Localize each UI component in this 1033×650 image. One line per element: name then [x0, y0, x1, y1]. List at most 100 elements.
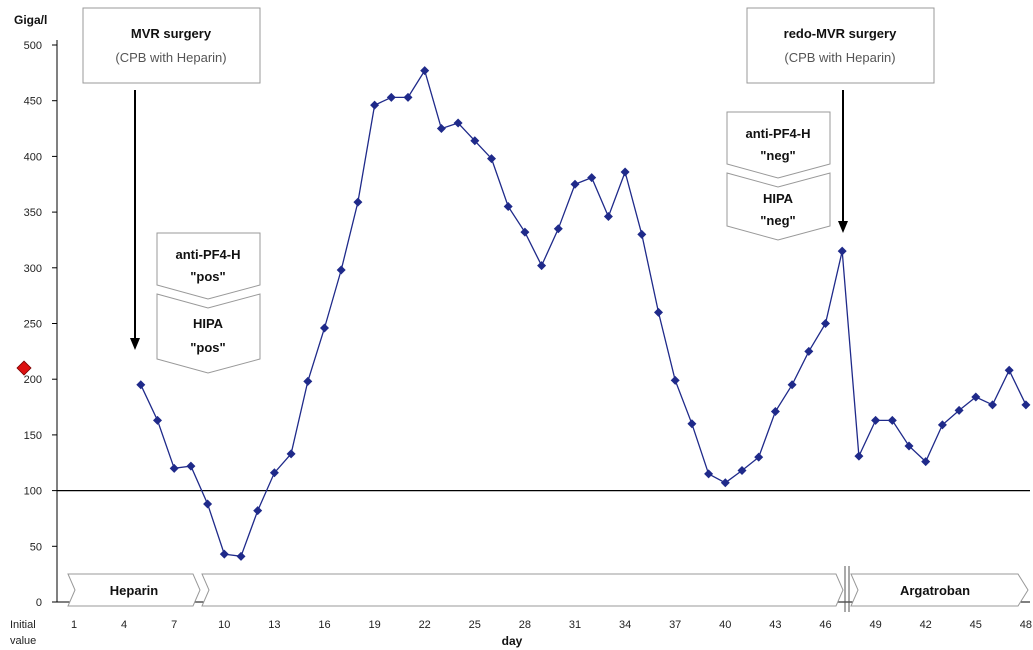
data-point-24 — [537, 261, 547, 271]
data-point-25 — [553, 224, 563, 234]
data-point-29 — [620, 167, 630, 177]
data-point-45 — [887, 415, 897, 425]
test-label-neg: anti-PF4-H "neg" HIPA "neg" — [726, 111, 831, 241]
x-tick-label-13: 40 — [719, 619, 731, 631]
test-label-pos: anti-PF4-H "pos" HIPA "pos" — [156, 232, 261, 374]
therapy-bar-heparin: Heparin — [67, 573, 201, 607]
data-point-34 — [704, 469, 714, 479]
annotation-redo-arrowhead — [838, 221, 848, 233]
y-tick-label-50: 50 — [30, 541, 42, 553]
data-point-26 — [570, 179, 580, 189]
data-point-39 — [787, 380, 797, 390]
data-point-17 — [420, 66, 430, 76]
x-tick-label-19: 48 — [1020, 619, 1032, 631]
x-tick-label-1: 4 — [121, 619, 127, 631]
x-tick-label-9: 28 — [519, 619, 531, 631]
data-point-14 — [370, 100, 380, 110]
y-tick-label-350: 350 — [24, 207, 42, 219]
x-tick-label-8: 25 — [469, 619, 481, 631]
test-pos-lower-shape — [156, 293, 261, 374]
therapy-heparin-label: Heparin — [110, 583, 158, 598]
data-point-31 — [654, 307, 663, 317]
data-point-46 — [904, 441, 914, 451]
y-tick-label-100: 100 — [24, 486, 42, 498]
data-point-10 — [303, 376, 313, 386]
annotation-redo-subtitle: (CPB with Heparin) — [784, 50, 895, 65]
test-pos-line1: anti-PF4-H — [176, 247, 241, 262]
x-tick-label-7: 22 — [419, 619, 431, 631]
x-tick-label-17: 42 — [920, 619, 932, 631]
data-point-21 — [487, 154, 496, 164]
therapy-bar-argatroban: Argatroban — [850, 573, 1029, 607]
x-tick-label-2: 7 — [171, 619, 177, 631]
initial-value-marker-group — [16, 360, 32, 376]
annotation-redo-title: redo-MVR surgery — [784, 26, 897, 41]
y-tick-label-500: 500 — [24, 40, 42, 52]
therapy-argatroban-label: Argatroban — [900, 583, 970, 598]
data-point-7 — [253, 506, 263, 516]
x-tick-label-3: 10 — [218, 619, 230, 631]
x-tick-label-15: 46 — [819, 619, 831, 631]
x-axis-title: day — [502, 634, 523, 648]
x-tick-label-10: 31 — [569, 619, 581, 631]
data-point-18 — [436, 124, 446, 134]
data-point-37 — [754, 452, 764, 462]
therapy-heparin-shape — [67, 573, 201, 607]
data-point-28 — [603, 212, 613, 222]
series-line — [140, 69, 1027, 558]
data-point-53 — [1021, 400, 1031, 410]
data-point-51 — [988, 400, 997, 410]
data-point-36 — [737, 466, 747, 476]
x-tick-label-6: 19 — [368, 619, 380, 631]
test-neg-upper-shape — [726, 111, 831, 179]
test-neg-line3: HIPA — [763, 191, 794, 206]
test-pos-line3: HIPA — [193, 316, 224, 331]
y-tick-label-300: 300 — [24, 263, 42, 275]
annotation-mvr-arrowhead — [130, 338, 140, 350]
data-point-9 — [286, 449, 296, 459]
data-point-48 — [937, 420, 947, 430]
data-point-35 — [720, 478, 730, 488]
x-tick-label-18: 45 — [970, 619, 982, 631]
data-point-47 — [921, 457, 931, 467]
y-ticks: 0 50 100 150 200 250 300 350 400 450 500 — [24, 40, 57, 609]
data-point-20 — [470, 136, 480, 146]
x-tick-label-12: 37 — [669, 619, 681, 631]
test-neg-lower-shape — [726, 172, 831, 241]
y-tick-label-250: 250 — [24, 319, 42, 331]
y-tick-label-0: 0 — [36, 597, 42, 609]
y-tick-label-200: 200 — [24, 374, 42, 386]
data-point-12 — [336, 265, 346, 275]
annotation-redo-box — [746, 7, 935, 84]
data-point-13 — [353, 197, 363, 207]
data-point-15 — [386, 92, 396, 102]
annotation-mvr-box — [82, 7, 261, 84]
annotation-mvr-subtitle: (CPB with Heparin) — [115, 50, 226, 65]
test-neg-line4: "neg" — [760, 213, 795, 228]
y-tick-label-400: 400 — [24, 151, 42, 163]
annotation-redo-mvr-surgery: redo-MVR surgery (CPB with Heparin) — [746, 7, 935, 233]
initial-value-marker — [16, 360, 32, 376]
data-point-33 — [687, 419, 697, 429]
data-point-50 — [971, 392, 981, 402]
data-point-41 — [821, 319, 830, 328]
data-point-8 — [269, 468, 279, 478]
data-point-23 — [520, 227, 530, 237]
data-point-4 — [203, 499, 213, 509]
data-point-49 — [954, 405, 964, 415]
x-tick-label-14: 43 — [769, 619, 781, 631]
data-point-32 — [670, 375, 680, 385]
annotation-mvr-title: MVR surgery — [131, 26, 212, 41]
y-tick-label-450: 450 — [24, 96, 42, 108]
annotation-mvr-surgery: MVR surgery (CPB with Heparin) — [82, 7, 261, 350]
data-point-22 — [503, 202, 513, 212]
x-initial-label-line2: value — [10, 635, 36, 647]
data-point-2 — [169, 463, 179, 473]
test-pos-line2: "pos" — [190, 269, 225, 284]
x-ticks: 1 4 7 10 13 16 19 22 25 28 31 34 37 40 43 46 49 42 45 48 — [71, 619, 1032, 631]
data-point-27 — [587, 173, 597, 183]
data-point-44 — [871, 415, 881, 425]
data-point-0 — [136, 380, 146, 390]
data-point-38 — [770, 407, 780, 417]
